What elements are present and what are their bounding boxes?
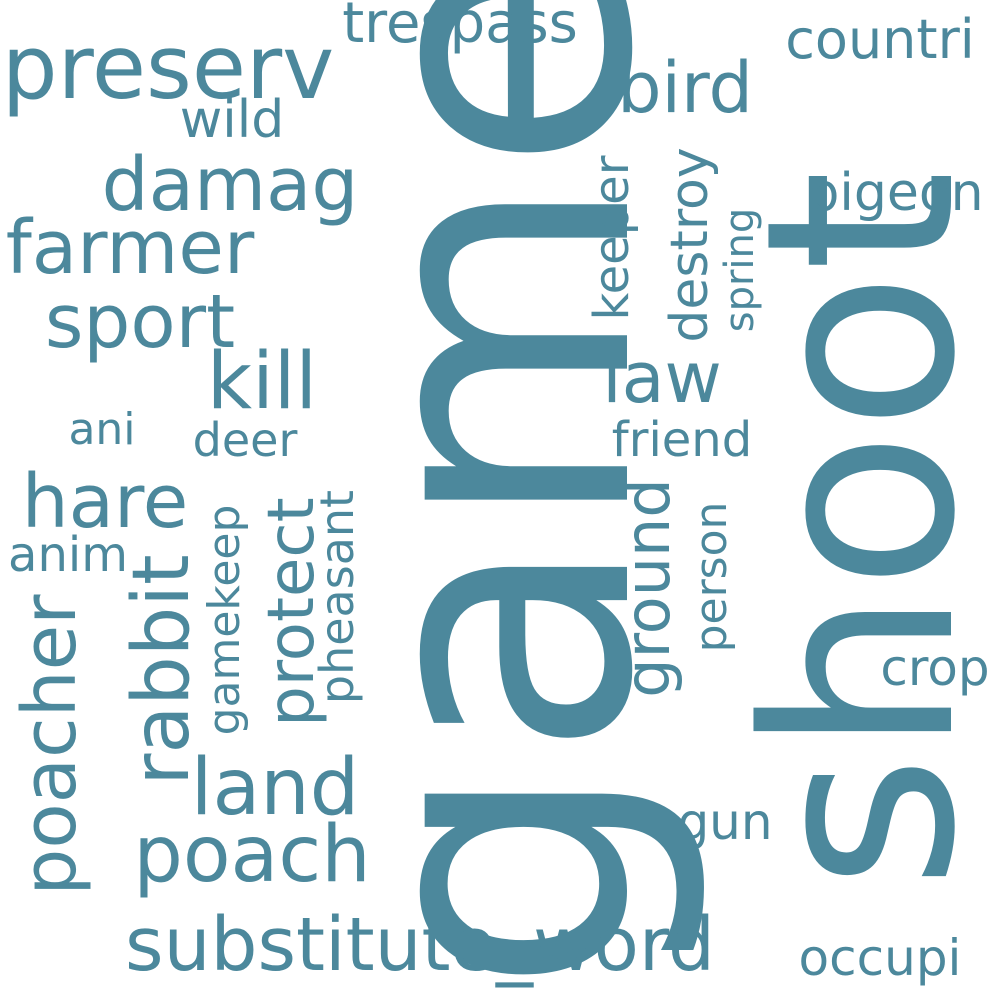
word-poach: poach — [133, 810, 371, 900]
word-rabbit: rabbit — [117, 554, 207, 786]
word-friend: friend — [611, 412, 753, 468]
word-spring: spring — [717, 207, 763, 333]
word-deer: deer — [192, 413, 298, 467]
word-person: person — [686, 501, 737, 653]
word-keeper: keeper — [584, 155, 640, 321]
word-land: land — [190, 743, 360, 833]
word-farmer: farmer — [5, 205, 255, 291]
word-trespass: trespass — [342, 0, 578, 56]
word-sport: sport — [44, 279, 236, 365]
word-law: law — [602, 337, 722, 419]
word-countri: countri — [785, 8, 975, 71]
word-ani: ani — [68, 404, 136, 455]
word-occupi: occupi — [798, 929, 962, 987]
word-gamekeep: gamekeep — [199, 504, 250, 736]
word-kill: kill — [206, 337, 318, 427]
word-destroy: destroy — [660, 147, 720, 343]
word-wild: wild — [179, 90, 285, 150]
word-pheasant: pheasant — [310, 489, 364, 705]
word-substitute-word: substitute_word — [125, 902, 715, 988]
word-preserv: preserv — [1, 16, 335, 119]
word-anim: anim — [8, 527, 128, 583]
word-shoot: shoot — [711, 169, 1000, 891]
word-poacher: poacher — [7, 594, 93, 896]
word-hare: hare — [21, 459, 189, 545]
word-ground: ground — [611, 478, 684, 698]
word-damag: damag — [101, 142, 359, 228]
word-crop: crop — [880, 639, 990, 697]
word-pigeon: pigeon — [806, 163, 984, 223]
word-gun: gun — [677, 793, 773, 851]
word-bird: bird — [617, 47, 753, 129]
